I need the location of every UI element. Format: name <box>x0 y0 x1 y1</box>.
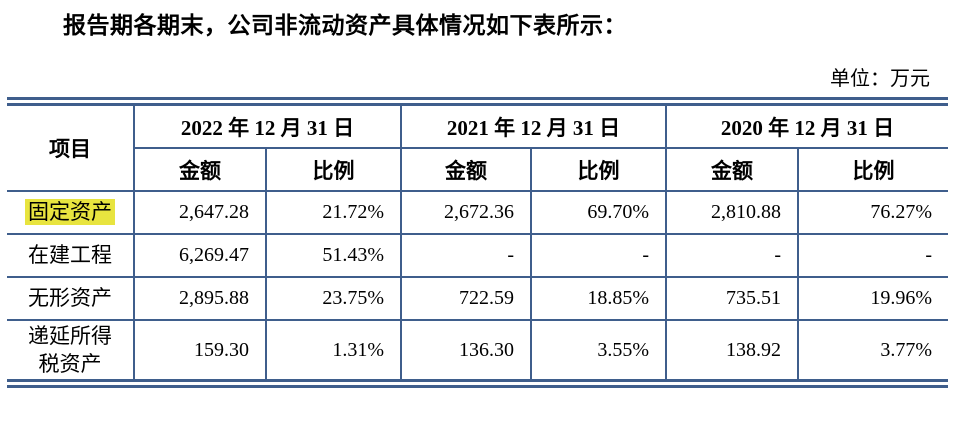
ratio-2020-cell: 76.27% <box>799 192 948 235</box>
table-row-construction-in-progress: 在建工程 6,269.47 51.43% - - - - <box>7 235 948 278</box>
intro-paragraph: 报告期各期末，公司非流动资产具体情况如下表所示： <box>63 13 627 38</box>
header-ratio-2021: 比例 <box>532 149 667 192</box>
amount-2021-cell: 722.59 <box>402 278 532 321</box>
ratio-2021-cell: - <box>532 235 667 278</box>
row-label-cell: 无形资产 <box>7 278 135 321</box>
amount-2022-cell: 6,269.47 <box>135 235 267 278</box>
non-current-assets-table: 项目 2022 年 12 月 31 日 2021 年 12 月 31 日 202… <box>7 97 948 388</box>
header-ratio-2022: 比例 <box>267 149 402 192</box>
header-amount-2022: 金额 <box>135 149 267 192</box>
table-row-deferred-tax-assets: 递延所得税资产 159.30 1.31% 136.30 3.55% 138.92… <box>7 321 948 379</box>
amount-2020-cell: 735.51 <box>667 278 799 321</box>
ratio-2020-cell: 3.77% <box>880 338 932 361</box>
row-label-cell: 固定资产 <box>7 192 135 235</box>
period-header-row: 项目 2022 年 12 月 31 日 2021 年 12 月 31 日 202… <box>7 106 948 192</box>
highlighted-row-label: 固定资产 <box>25 199 115 225</box>
ratio-2021-cell: 18.85% <box>532 278 667 321</box>
ratio-2022-cell: 51.43% <box>267 235 402 278</box>
amount-2020-cell: - <box>667 235 799 278</box>
ratio-2022-cell: 21.72% <box>267 192 402 235</box>
ratio-2021-cell: 69.70% <box>532 192 667 235</box>
amount-2021-cell: - <box>402 235 532 278</box>
sub-header-row: 金额 比例 金额 比例 金额 比例 <box>7 149 948 192</box>
header-period-2021: 2021 年 12 月 31 日 <box>402 106 667 149</box>
table-row-fixed-assets: 固定资产 2,647.28 21.72% 2,672.36 69.70% 2,8… <box>7 192 948 235</box>
amount-2022-cell: 2,895.88 <box>135 278 267 321</box>
amount-2021-cell: 136.30 <box>402 321 532 379</box>
header-amount-2020: 金额 <box>667 149 799 192</box>
header-period-2020: 2020 年 12 月 31 日 <box>667 106 948 149</box>
ratio-2022-cell: 1.31% <box>267 321 402 379</box>
header-item-column: 项目 <box>7 106 135 192</box>
amount-2022-cell: 159.30 <box>135 321 267 379</box>
amount-2020-cell: 138.92 <box>667 321 799 379</box>
ratio-2020-cell: 19.96% <box>799 278 948 321</box>
unit-label: 单位：万元 <box>830 68 930 90</box>
amount-2022-cell: 2,647.28 <box>135 192 267 235</box>
ratio-2020-cell: - <box>799 235 948 278</box>
ratio-2022-cell: 23.75% <box>267 278 402 321</box>
table-row-intangible-assets: 无形资产 2,895.88 23.75% 722.59 18.85% 735.5… <box>7 278 948 321</box>
ratio-2021-cell: 3.55% <box>532 321 667 379</box>
row-label-cell: 递延所得税资产 <box>7 321 135 379</box>
amount-2021-cell: 2,672.36 <box>402 192 532 235</box>
row-label-cell: 在建工程 <box>7 235 135 278</box>
amount-2020-cell: 2,810.88 <box>667 192 799 235</box>
row-label-wrapped: 递延所得税资产 <box>28 324 112 376</box>
header-amount-2021: 金额 <box>402 149 532 192</box>
header-ratio-2020: 比例 <box>799 149 948 192</box>
header-period-2022: 2022 年 12 月 31 日 <box>135 106 402 149</box>
